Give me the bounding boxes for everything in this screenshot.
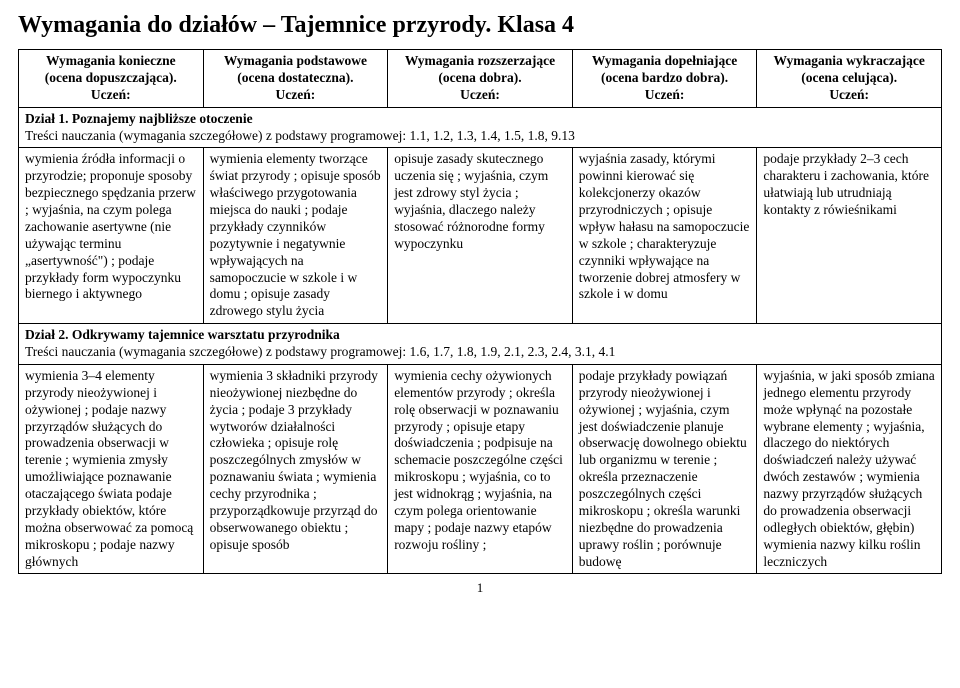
section-1-content-row: wymienia źródła informacji o przyrodzie;… — [19, 148, 942, 324]
header-line: Wymagania rozszerzające — [394, 53, 566, 70]
header-line: Uczeń: — [579, 87, 751, 104]
section-1-sub: Treści nauczania (wymagania szczegółowe)… — [25, 128, 575, 143]
section-2-header-cell: Dział 2. Odkrywamy tajemnice warsztatu p… — [19, 324, 942, 365]
header-line: Uczeń: — [25, 87, 197, 104]
cell-s2-c3: wymienia cechy ożywionych elementów przy… — [388, 364, 573, 574]
header-line: (ocena dostateczna). — [210, 70, 382, 87]
cell-s2-c5: wyjaśnia, w jaki sposób zmiana jednego e… — [757, 364, 942, 574]
section-2-sub: Treści nauczania (wymagania szczegółowe)… — [25, 344, 615, 359]
header-line: Wymagania dopełniające — [579, 53, 751, 70]
header-line: (ocena bardzo dobra). — [579, 70, 751, 87]
col-header-5: Wymagania wykraczające (ocena celująca).… — [757, 50, 942, 108]
cell-s2-c2: wymienia 3 składniki przyrody nieożywion… — [203, 364, 388, 574]
col-header-2: Wymagania podstawowe (ocena dostateczna)… — [203, 50, 388, 108]
requirements-table: Wymagania konieczne (ocena dopuszczająca… — [18, 49, 942, 574]
section-1-header-cell: Dział 1. Poznajemy najbliższe otoczenie … — [19, 107, 942, 148]
header-line: Wymagania konieczne — [25, 53, 197, 70]
table-header-row: Wymagania konieczne (ocena dopuszczająca… — [19, 50, 942, 108]
header-line: (ocena dopuszczająca). — [25, 70, 197, 87]
section-1-header-row: Dział 1. Poznajemy najbliższe otoczenie … — [19, 107, 942, 148]
header-line: Wymagania podstawowe — [210, 53, 382, 70]
cell-s1-c3: opisuje zasady skutecznego uczenia się ;… — [388, 148, 573, 324]
cell-s2-c4: podaje przykłady powiązań przyrody nieoż… — [572, 364, 757, 574]
page-title: Wymagania do działów – Tajemnice przyrod… — [18, 12, 942, 39]
section-2-header-row: Dział 2. Odkrywamy tajemnice warsztatu p… — [19, 324, 942, 365]
section-2-heading: Dział 2. Odkrywamy tajemnice warsztatu p… — [25, 327, 340, 342]
cell-s1-c1: wymienia źródła informacji o przyrodzie;… — [19, 148, 204, 324]
col-header-3: Wymagania rozszerzające (ocena dobra). U… — [388, 50, 573, 108]
header-line: (ocena dobra). — [394, 70, 566, 87]
cell-s1-c4: wyjaśnia zasady, którymi powinni kierowa… — [572, 148, 757, 324]
section-2-content-row: wymienia 3–4 elementy przyrody nieożywio… — [19, 364, 942, 574]
section-1-heading: Dział 1. Poznajemy najbliższe otoczenie — [25, 111, 253, 126]
col-header-4: Wymagania dopełniające (ocena bardzo dob… — [572, 50, 757, 108]
header-line: Wymagania wykraczające — [763, 53, 935, 70]
page-number: 1 — [18, 580, 942, 596]
cell-s1-c5: podaje przykłady 2–3 cech charakteru i z… — [757, 148, 942, 324]
cell-s1-c2: wymienia elementy tworzące świat przyrod… — [203, 148, 388, 324]
header-line: Uczeń: — [210, 87, 382, 104]
cell-s2-c1: wymienia 3–4 elementy przyrody nieożywio… — [19, 364, 204, 574]
header-line: Uczeń: — [394, 87, 566, 104]
header-line: Uczeń: — [763, 87, 935, 104]
header-line: (ocena celująca). — [763, 70, 935, 87]
col-header-1: Wymagania konieczne (ocena dopuszczająca… — [19, 50, 204, 108]
